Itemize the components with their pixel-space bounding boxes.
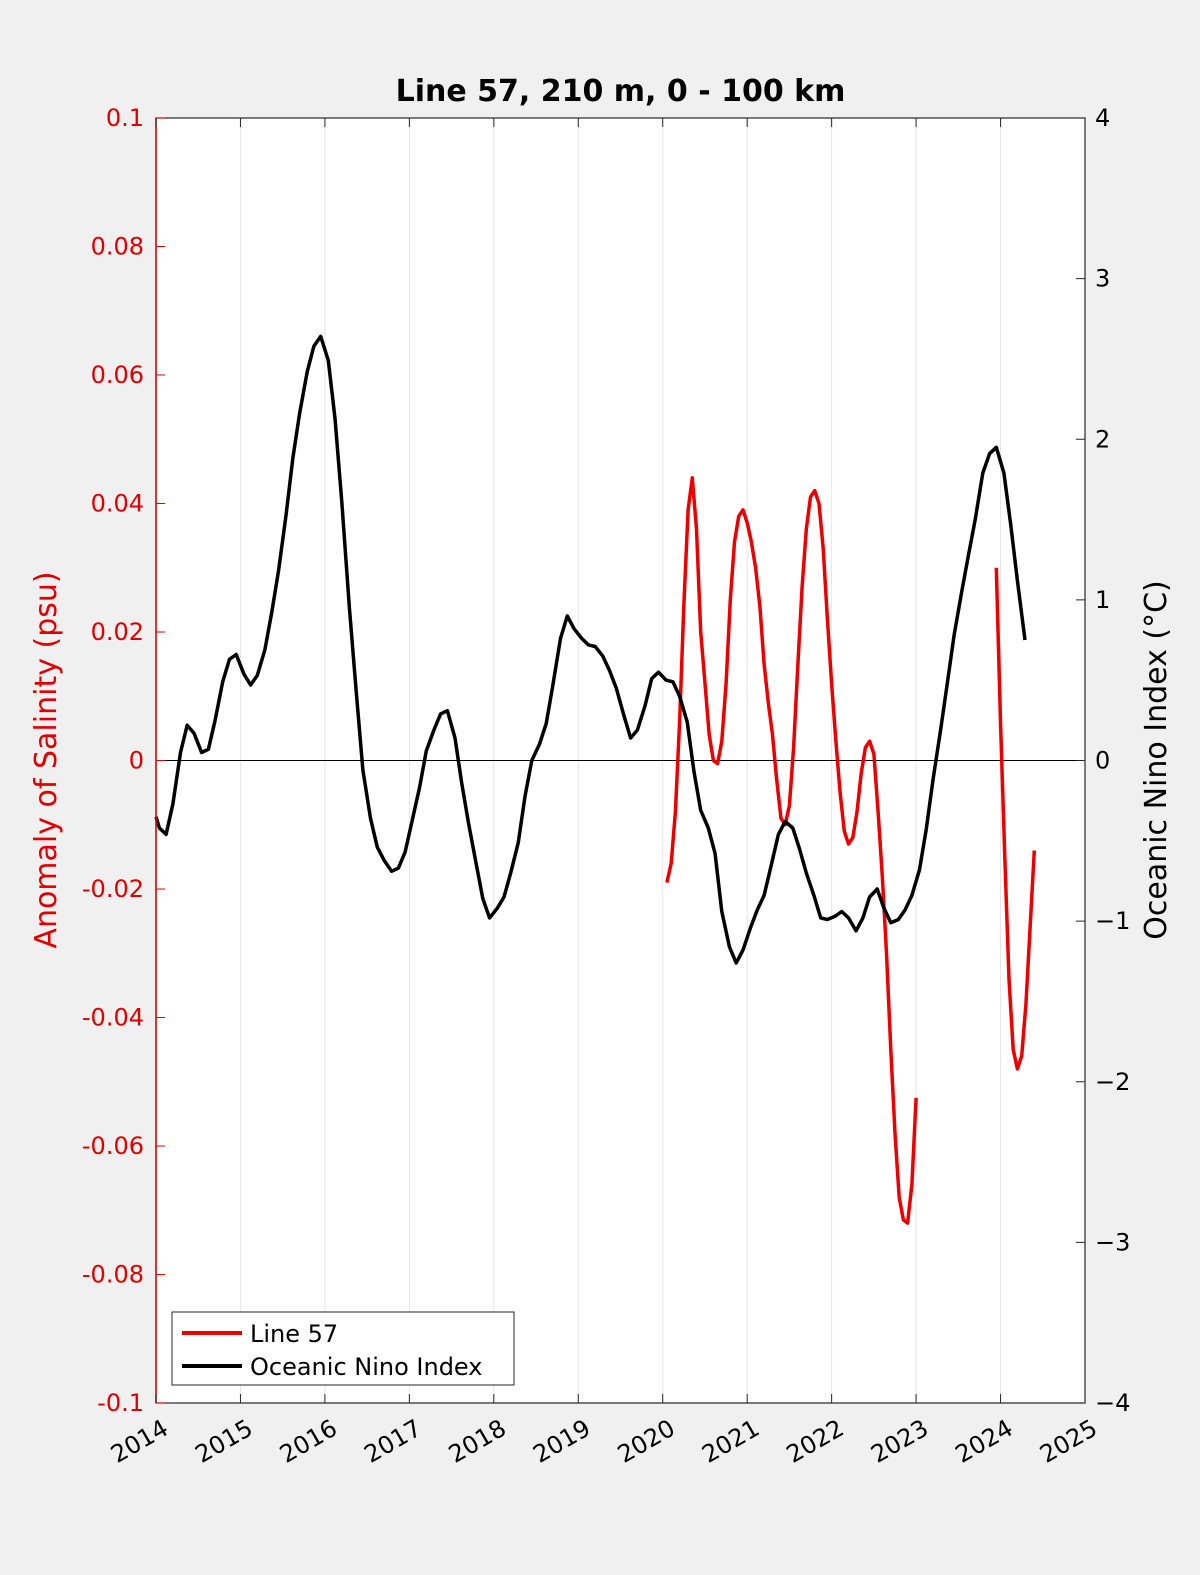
series-layer: [154, 334, 1037, 1225]
legend-box: [171, 1311, 515, 1386]
left-y-axis-label: Anomaly of Salinity (psu): [29, 571, 64, 948]
left-y-tick-label: -0.1: [97, 1389, 144, 1417]
right-y-axis: 4 3 2 1 0 −1 −2 −3 −4: [1076, 104, 1130, 1417]
left-y-tick-label: 0.08: [91, 233, 144, 261]
left-y-tick-label: -0.02: [82, 875, 144, 903]
legend-label-oni: Oceanic Nino Index: [250, 1353, 482, 1381]
left-y-tick-label: 0.04: [91, 490, 144, 518]
left-y-tick-label: -0.06: [82, 1132, 144, 1160]
line57-series-line-segment-1: [665, 476, 918, 1225]
chart-title: Line 57, 210 m, 0 - 100 km: [396, 74, 846, 109]
right-y-tick-label: −4: [1095, 1389, 1130, 1417]
right-y-tick-label: 1: [1095, 586, 1110, 614]
right-y-tick-label: 3: [1095, 265, 1110, 293]
right-y-tick-label: 2: [1095, 425, 1110, 453]
legend: Line 57 Oceanic Nino Index: [171, 1311, 515, 1386]
right-y-tick-label: 0: [1095, 747, 1110, 775]
right-y-axis-label: Oceanic Nino Index (°C): [1139, 580, 1174, 940]
right-y-tick-label: −2: [1095, 1068, 1130, 1096]
left-y-axis: 0.1 0.08 0.06 0.04 0.02 0 -0.02 -0.04 -0.06 -0.08…: [82, 104, 165, 1417]
right-y-tick-label: 4: [1095, 104, 1110, 132]
left-y-tick-label: -0.08: [82, 1261, 144, 1289]
legend-label-line57: Line 57: [250, 1320, 338, 1348]
right-y-tick-label: −3: [1095, 1228, 1130, 1256]
line57-series-line-segment-2: [994, 567, 1037, 1071]
left-y-tick-label: 0.02: [91, 618, 144, 646]
left-y-tick-label: 0.06: [91, 361, 144, 389]
left-y-tick-label: 0.1: [106, 104, 144, 132]
left-y-tick-label: 0: [129, 747, 144, 775]
right-y-tick-label: −1: [1095, 907, 1130, 935]
oni-series-line-segment-1: [154, 334, 1027, 965]
left-y-tick-label: -0.04: [82, 1004, 144, 1032]
